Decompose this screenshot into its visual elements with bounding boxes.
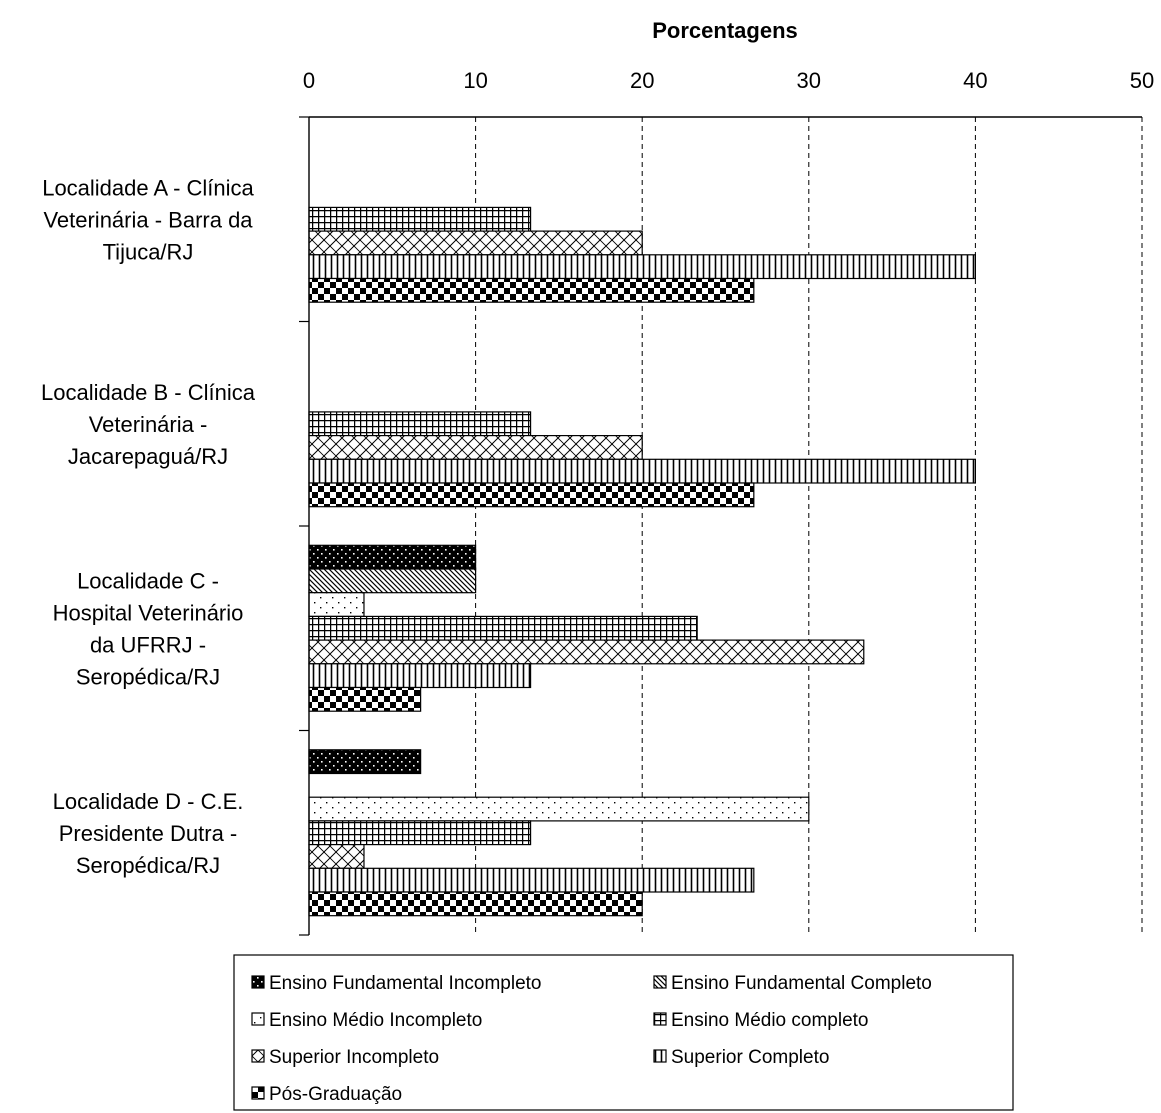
category-label: Localidade D - C.E. Presidente Dutra - Ser… bbox=[53, 789, 244, 878]
legend-label: Ensino Médio Incompleto bbox=[269, 1010, 482, 1031]
category-label-line: da UFRRJ - bbox=[90, 632, 206, 657]
bar bbox=[308, 615, 698, 641]
x-tick-label: 50 bbox=[1130, 68, 1154, 93]
bar bbox=[308, 482, 755, 508]
bar bbox=[308, 411, 532, 437]
bar bbox=[308, 639, 865, 665]
bar bbox=[308, 796, 810, 822]
bar bbox=[308, 843, 365, 869]
category-label-line: Jacarepaguá/RJ bbox=[68, 444, 228, 469]
bar bbox=[308, 686, 422, 712]
bar bbox=[308, 867, 755, 893]
category-label-line: Veterinária - bbox=[89, 412, 208, 437]
category-label-line: Localidade B - Clínica bbox=[41, 380, 256, 405]
legend-label: Pós-Graduação bbox=[269, 1084, 402, 1105]
legend-swatch bbox=[653, 1049, 667, 1063]
x-tick-label: 20 bbox=[630, 68, 654, 93]
bar bbox=[308, 749, 422, 775]
category-label: Localidade B - Clínica Veterinária - Jacar… bbox=[41, 380, 256, 469]
category-label-line: Localidade D - C.E. bbox=[53, 789, 244, 814]
bars bbox=[308, 206, 977, 917]
bar bbox=[308, 592, 365, 618]
legend-swatch bbox=[653, 975, 667, 989]
bar bbox=[308, 277, 755, 303]
legend-label: Superior Completo bbox=[671, 1047, 829, 1068]
legend-label: Superior Incompleto bbox=[269, 1047, 439, 1068]
category-label-line: Presidente Dutra - bbox=[59, 821, 238, 846]
bar bbox=[308, 458, 977, 484]
x-tick-label: 10 bbox=[463, 68, 487, 93]
axes bbox=[299, 116, 1142, 936]
bar bbox=[308, 254, 977, 280]
legend-swatch bbox=[251, 1086, 265, 1100]
bar bbox=[308, 435, 643, 460]
x-tick-label: 0 bbox=[303, 68, 315, 93]
category-label-line: Seropédica/RJ bbox=[76, 664, 220, 689]
bar bbox=[308, 544, 477, 570]
bar bbox=[308, 891, 643, 917]
category-label-line: Tijuca/RJ bbox=[103, 239, 194, 264]
legend-swatch bbox=[251, 975, 265, 989]
category-label: Localidade C - Hospital Veterinário da UFR… bbox=[53, 568, 244, 689]
bar bbox=[308, 206, 532, 232]
bar bbox=[308, 568, 477, 594]
category-label-line: Seropédica/RJ bbox=[76, 853, 220, 878]
category-label: Localidade A - Clínica Veterinária - Barr… bbox=[42, 175, 254, 264]
category-labels: Localidade A - Clínica Veterinária - Barr… bbox=[41, 175, 256, 878]
legend: Ensino Fundamental Incompleto Ensino Fund… bbox=[233, 954, 1014, 1111]
x-axis-ticks: 0 10 20 30 40 50 bbox=[303, 68, 1154, 93]
legend-swatch bbox=[251, 1012, 265, 1026]
category-label-line: Veterinária - Barra da bbox=[43, 207, 253, 232]
legend-box bbox=[233, 954, 1014, 1111]
legend-label: Ensino Fundamental Completo bbox=[671, 973, 932, 994]
x-tick-label: 30 bbox=[797, 68, 821, 93]
x-tick-label: 40 bbox=[963, 68, 987, 93]
category-label-line: Localidade C - bbox=[77, 568, 219, 593]
legend-label: Ensino Fundamental Incompleto bbox=[269, 973, 542, 994]
legend-swatch bbox=[653, 1012, 667, 1026]
legend-label: Ensino Médio completo bbox=[671, 1010, 869, 1031]
bar bbox=[308, 230, 643, 256]
legend-swatch bbox=[251, 1049, 265, 1063]
bar bbox=[308, 820, 532, 846]
bar bbox=[308, 663, 532, 689]
x-axis-title: Porcentagens bbox=[652, 18, 798, 43]
category-label-line: Localidade A - Clínica bbox=[42, 175, 254, 200]
category-label-line: Hospital Veterinário bbox=[53, 600, 244, 625]
